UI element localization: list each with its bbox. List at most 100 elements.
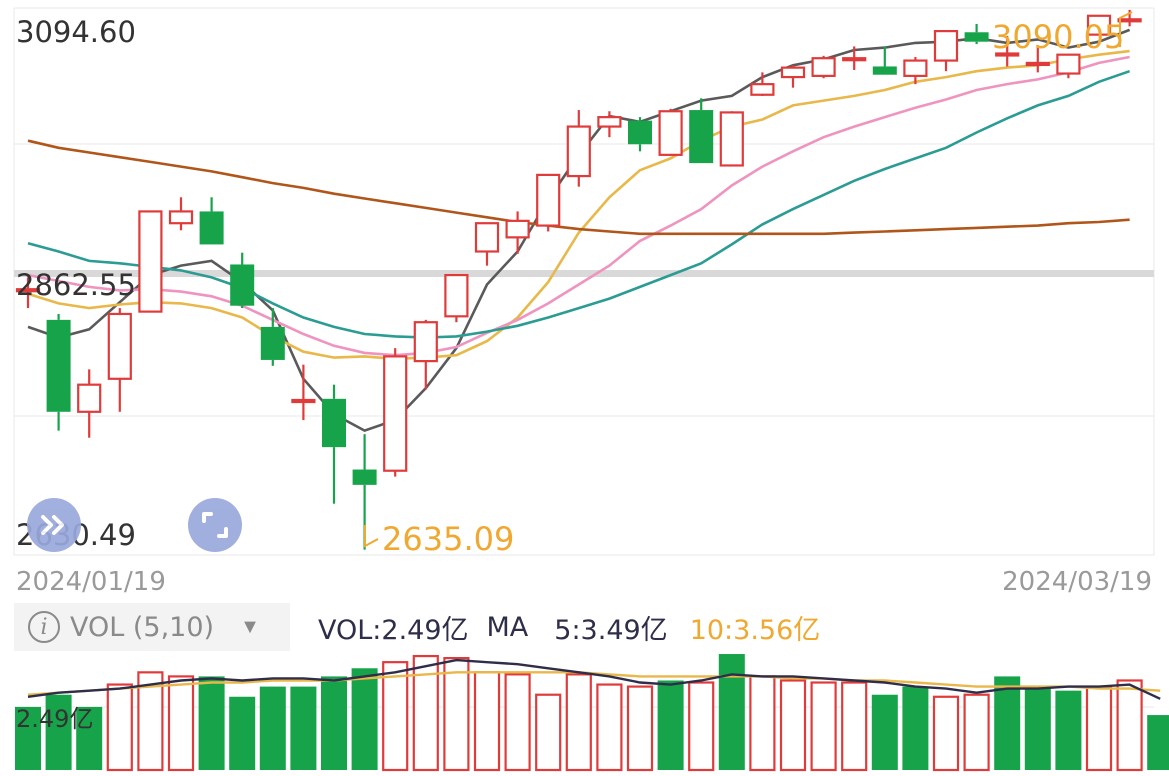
candle: [413, 319, 438, 390]
candle-body: [15, 288, 41, 293]
volume-bar: [963, 693, 990, 772]
candle-body: [1056, 53, 1081, 75]
candle-body: [628, 120, 652, 145]
candle: [291, 364, 316, 421]
candle-body: [1025, 61, 1050, 67]
candle: [566, 110, 591, 187]
volume-bar: [1055, 690, 1082, 770]
candle: [964, 24, 989, 45]
candle-body: [597, 116, 622, 128]
double-chevron-right-icon: [41, 515, 64, 535]
candle-body: [566, 125, 591, 178]
candle: [597, 111, 622, 138]
volume-bar: [351, 668, 378, 770]
candle-body: [933, 30, 959, 62]
ma-line-4: [27, 69, 1131, 339]
candle: [689, 98, 714, 164]
candle-body: [77, 383, 102, 413]
candle-body: [1086, 14, 1112, 36]
date-start-label: 2024/01/19: [16, 567, 166, 597]
candle: [750, 72, 775, 96]
price-mid-label: 2862.55: [16, 268, 136, 302]
volume-bar: [229, 696, 256, 770]
volume-bar: [137, 671, 164, 772]
candle: [842, 46, 867, 70]
volume-values: VOL:2.49亿 MA 5:3.49亿 10:3.56亿: [318, 603, 820, 651]
volume-bar: [473, 671, 501, 772]
fullscreen-button[interactable]: [188, 498, 242, 552]
candle-body: [230, 264, 255, 306]
dropdown-triangle-icon[interactable]: ▼: [240, 615, 260, 638]
ma-label: MA: [486, 611, 529, 643]
volume-bar: [718, 654, 745, 770]
candle: [138, 210, 163, 313]
candle-body: [842, 57, 867, 62]
volume-bar: [167, 675, 195, 772]
info-icon[interactable]: i: [28, 611, 60, 643]
volume-bar: [1116, 679, 1143, 772]
volume-bar: [45, 694, 72, 770]
mid-price-band: [14, 270, 1154, 277]
candle-body: [46, 319, 71, 412]
volume-bar: [841, 681, 868, 772]
candle-body: [750, 83, 775, 96]
candle-body: [872, 66, 897, 75]
candle: [811, 55, 836, 79]
candle: [199, 197, 224, 245]
candle: [168, 197, 194, 231]
expand-left-button[interactable]: [27, 498, 81, 552]
candle: [628, 117, 652, 152]
date-end-label: 2024/03/19: [1002, 567, 1152, 597]
volume-ma5-line: [27, 658, 1161, 700]
volume-indicator-selector[interactable]: i VOL (5,10) ▼: [14, 603, 290, 651]
volume-bar: [626, 685, 654, 772]
ma-line-3: [27, 55, 1130, 357]
candle-body: [168, 210, 194, 225]
volume-bar: [198, 676, 225, 770]
price-max-label: 3094.60: [16, 15, 136, 49]
volume-bar: [535, 693, 562, 772]
volume-bar: [1147, 715, 1169, 770]
volume-bar: [76, 706, 103, 770]
candle-body: [413, 321, 438, 363]
volume-bar: [902, 686, 929, 770]
candle: [46, 313, 71, 431]
candle: [260, 308, 285, 366]
candle: [1086, 14, 1112, 36]
high-pointer: [1119, 11, 1133, 47]
high-annotation: 3090.05: [992, 18, 1124, 56]
candle-body: [1117, 18, 1142, 23]
volume-bar: [321, 676, 347, 770]
candle-body: [995, 52, 1020, 57]
candle-body: [689, 110, 714, 164]
candle: [1056, 53, 1081, 79]
candle: [780, 65, 806, 88]
volume-bar: [749, 675, 776, 772]
candle: [322, 384, 346, 504]
ma-line-2: [27, 49, 1130, 361]
ma10-value: 10:3.56亿: [689, 614, 821, 646]
candle-body: [352, 469, 377, 485]
candle: [1117, 9, 1142, 27]
volume-bar: [657, 680, 684, 770]
volume-ma-lines: [27, 658, 1161, 700]
candle-body: [811, 57, 836, 77]
volume-bar: [1085, 685, 1113, 772]
volume-bar: [382, 661, 409, 772]
candle-body: [505, 219, 530, 239]
candle-body: [260, 326, 285, 360]
candle-body: [322, 398, 346, 448]
candle-body: [291, 398, 316, 404]
candle: [383, 348, 408, 477]
volume-bar: [1024, 686, 1051, 770]
candle: [658, 108, 683, 156]
candle: [230, 252, 255, 309]
low-annotation: 2635.09: [382, 520, 514, 558]
candle: [474, 222, 500, 266]
volume-bar: [106, 683, 133, 772]
ma-lines: [27, 28, 1131, 433]
candle-body: [474, 222, 500, 253]
ma5-value: 5:3.49亿: [554, 614, 668, 646]
candle-body: [444, 273, 469, 318]
